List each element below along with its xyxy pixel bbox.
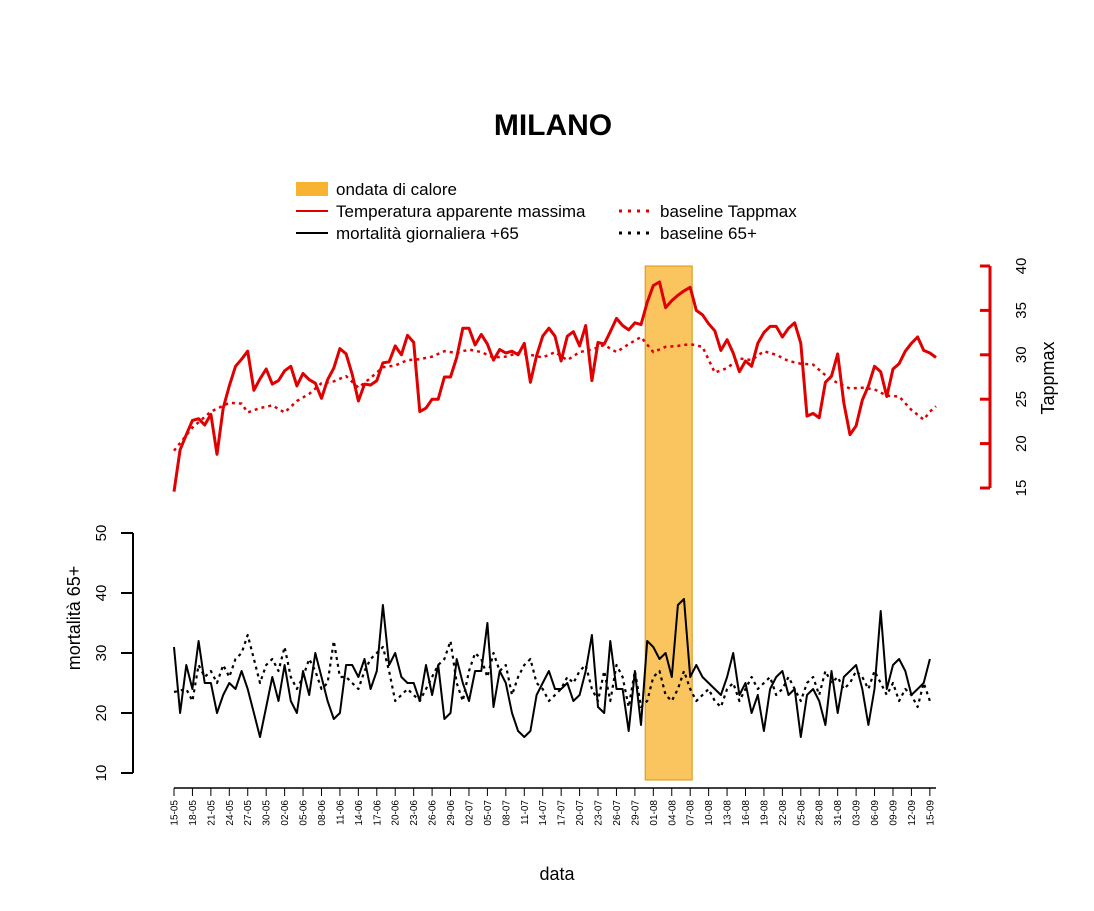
- x-tick-label: 02-07: [464, 800, 475, 826]
- x-tick-label: 26-06: [428, 800, 439, 826]
- x-tick-label: 14-06: [354, 800, 365, 826]
- x-tick-label: 08-07: [501, 800, 512, 826]
- x-tick-label: 02-06: [280, 800, 291, 826]
- y-right-tick-label: 25: [1013, 391, 1030, 408]
- legend-heatwave-swatch: [296, 182, 328, 196]
- x-tick-label: 05-07: [483, 800, 494, 826]
- x-tick-label: 26-07: [612, 800, 623, 826]
- y-right-tick-label: 35: [1013, 302, 1030, 319]
- legend-temp-baseline-label: baseline Tappmax: [660, 202, 797, 221]
- x-tick-label: 28-08: [815, 800, 826, 826]
- y-axis-right-label: Tappmax: [1038, 341, 1058, 414]
- y-left-tick-label: 50: [93, 525, 110, 542]
- x-tick-label: 20-06: [391, 800, 402, 826]
- heatwave-band: [644, 265, 693, 781]
- x-tick-label: 16-08: [741, 800, 752, 826]
- x-tick-label: 30-05: [262, 800, 273, 826]
- legend-heatwave-label: ondata di calore: [336, 180, 457, 199]
- x-tick-label: 06-09: [870, 800, 881, 826]
- x-tick-label: 20-07: [575, 800, 586, 826]
- x-tick-label: 12-09: [907, 800, 918, 826]
- chart-title: MILANO: [494, 109, 612, 142]
- x-tick-label: 23-06: [409, 800, 420, 826]
- y-axis-left-label: mortalità 65+: [64, 566, 84, 671]
- x-tick-label: 27-05: [243, 800, 254, 826]
- series-mort-baseline-line: [173, 633, 931, 709]
- x-tick-label: 14-07: [538, 800, 549, 826]
- x-tick-label: 22-08: [778, 800, 789, 826]
- y-left-tick-label: 30: [93, 645, 110, 662]
- legend-mort-label: mortalità giornaliera +65: [336, 224, 519, 243]
- x-tick-label: 29-07: [630, 800, 641, 826]
- x-tick-label: 05-06: [299, 800, 310, 826]
- x-tick-label: 17-06: [372, 800, 383, 826]
- x-tick-label: 29-06: [446, 800, 457, 826]
- legend-mort-baseline-label: baseline 65+: [660, 224, 757, 243]
- series-temp-line: [172, 280, 937, 492]
- x-tick-label: 17-07: [557, 800, 568, 826]
- x-tick-label: 08-06: [317, 800, 328, 826]
- x-tick-label: 15-05: [170, 800, 181, 826]
- x-tick-label: 19-08: [759, 800, 770, 826]
- x-tick-label: 21-05: [206, 800, 217, 826]
- y-left-tick-label: 40: [93, 585, 110, 602]
- x-tick-label: 04-08: [667, 800, 678, 826]
- x-tick-label: 13-08: [723, 800, 734, 826]
- x-tick-label: 07-08: [686, 800, 697, 826]
- x-tick-label: 01-08: [649, 800, 660, 826]
- x-tick-label: 11-07: [520, 800, 531, 825]
- x-tick-label: 25-08: [796, 800, 807, 826]
- y-right-tick-label: 15: [1013, 480, 1030, 497]
- legend-temp-label: Temperatura apparente massima: [336, 202, 586, 221]
- x-tick-label: 15-09: [925, 800, 936, 826]
- x-tick-label: 23-07: [594, 800, 605, 826]
- y-left-tick-label: 20: [93, 705, 110, 722]
- y-right-tick-label: 30: [1013, 346, 1030, 363]
- series-mort-line: [173, 598, 931, 738]
- legend: ondata di calore Temperatura apparente m…: [296, 180, 797, 243]
- x-tick-label: 09-09: [888, 800, 899, 826]
- x-axis-label: data: [539, 864, 575, 884]
- x-tick-label: 11-06: [335, 800, 346, 825]
- y-right-tick-label: 40: [1013, 258, 1030, 275]
- x-tick-label: 24-05: [225, 800, 236, 826]
- x-tick-label: 10-08: [704, 800, 715, 826]
- x-tick-label: 31-08: [833, 800, 844, 826]
- x-tick-label: 18-05: [188, 800, 199, 826]
- x-tick-label: 03-09: [852, 800, 863, 826]
- y-right-tick-label: 20: [1013, 435, 1030, 452]
- y-left-tick-label: 10: [93, 765, 110, 782]
